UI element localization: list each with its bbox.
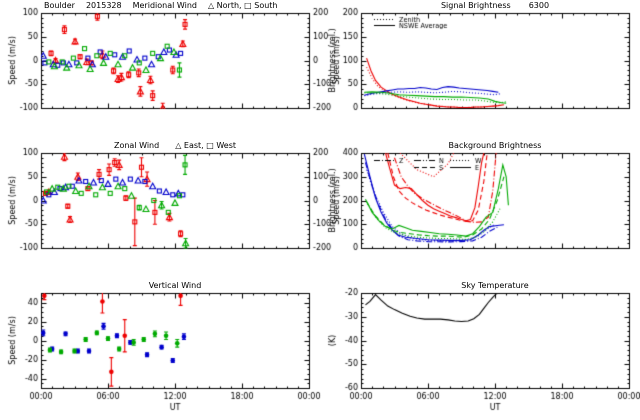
background-title-row: Background Brightness — [361, 141, 629, 151]
meridional-title-row: Boulder 2015328 Meridional Wind △ North,… — [44, 1, 312, 11]
signal-filter-label: 6300 — [528, 1, 550, 10]
date-label: 2015328 — [85, 1, 122, 10]
site-label: Boulder — [44, 1, 75, 10]
signal-title: Signal Brightness — [440, 1, 511, 10]
meridional-marker-legend: △ North, □ South — [207, 1, 278, 10]
zonal-marker-legend: △ East, □ West — [175, 141, 237, 150]
meridional-title: Meridional Wind — [132, 1, 197, 10]
signal-title-row: Signal Brightness 6300 — [361, 1, 629, 11]
zonal-title-row: Zonal Wind △ East, □ West — [41, 141, 309, 151]
background-title: Background Brightness — [448, 141, 542, 150]
zonal-title: Zonal Wind — [113, 141, 160, 150]
sky-title: Sky Temperature — [461, 281, 529, 290]
vertical-title-row: Vertical Wind — [41, 281, 309, 291]
sky-title-row: Sky Temperature — [361, 281, 629, 291]
vertical-title: Vertical Wind — [148, 281, 202, 290]
